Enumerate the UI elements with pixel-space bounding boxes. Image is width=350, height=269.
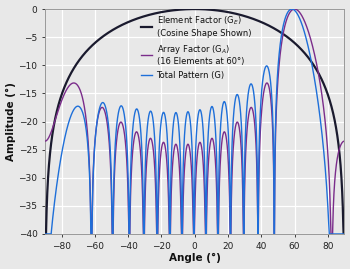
- Y-axis label: Amplitude (°): Amplitude (°): [6, 82, 16, 161]
- X-axis label: Angle (°): Angle (°): [169, 253, 221, 263]
- Legend: Element Factor (G$_E$)
(Cosine Shape Shown), Array Factor (G$_A$)
(16 Elements a: Element Factor (G$_E$) (Cosine Shape Sho…: [139, 13, 253, 82]
